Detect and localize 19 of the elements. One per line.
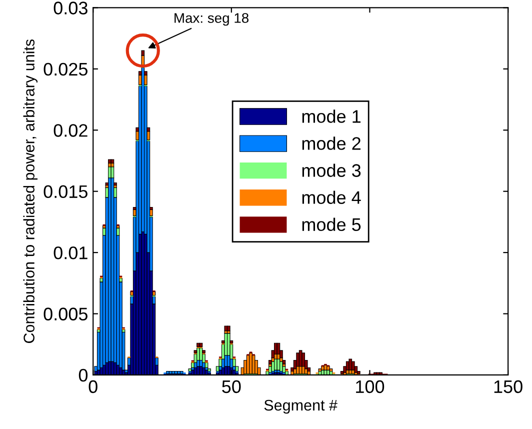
x-tick-label: 150 bbox=[494, 380, 522, 394]
annotation: Max: seg 18 bbox=[174, 13, 249, 26]
y-tick-label: 0.02 bbox=[54, 124, 88, 137]
y-tick-label: 0.005 bbox=[44, 308, 88, 320]
legend-label: mode 5 bbox=[302, 218, 361, 232]
y-tick-label: 0 bbox=[78, 368, 88, 382]
y-tick-label: 0.025 bbox=[44, 62, 88, 76]
legend-label: mode 4 bbox=[302, 190, 361, 204]
legend-label: mode 1 bbox=[302, 110, 361, 123]
y-axis-title: Contribution to radiated power, arbitrary units bbox=[23, 39, 38, 343]
legend-label: mode 2 bbox=[302, 136, 360, 150]
y-tick-label: 0.03 bbox=[54, 2, 88, 14]
y-tick-label: 0.01 bbox=[54, 246, 88, 260]
x-tick-label: 50 bbox=[222, 380, 241, 394]
legend-label: mode 3 bbox=[302, 164, 361, 177]
x-tick-label: 100 bbox=[356, 380, 384, 394]
y-tick-label: 0.015 bbox=[44, 185, 88, 198]
x-tick-label: 0 bbox=[88, 380, 98, 394]
x-axis-title: Segment # bbox=[264, 400, 338, 414]
